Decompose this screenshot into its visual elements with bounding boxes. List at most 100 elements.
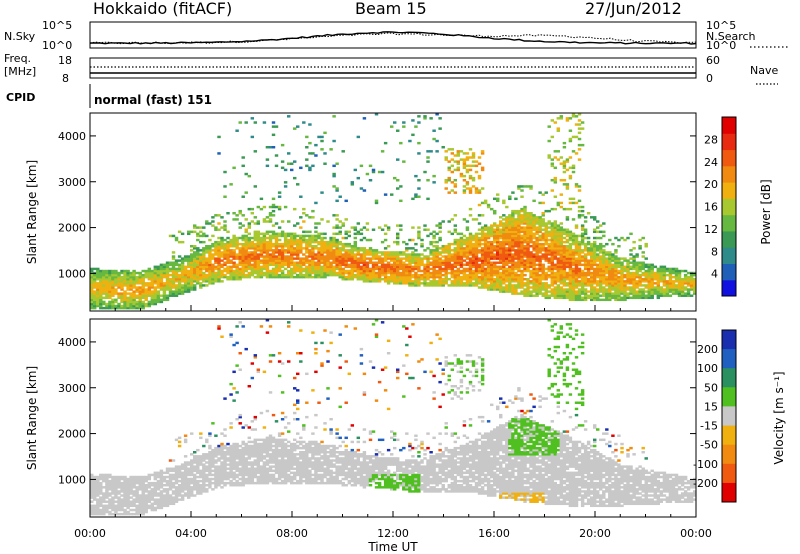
power-cell [544, 288, 548, 291]
power-cell [244, 265, 248, 269]
power-cell [205, 273, 209, 277]
power-cell [686, 290, 691, 293]
power-cell [262, 240, 267, 244]
power-cell [523, 294, 527, 297]
power-cell [244, 257, 248, 260]
power-cell [180, 240, 185, 244]
power-cell [214, 253, 218, 256]
power-cell [344, 242, 348, 246]
power-cell [456, 253, 461, 256]
power-cell [517, 238, 521, 242]
power-cell [571, 294, 576, 297]
power-cell [229, 245, 233, 248]
power-cell [632, 267, 636, 271]
power-cell [332, 257, 336, 260]
power-cell [480, 247, 485, 250]
power-colorbar-swatch [722, 165, 736, 183]
power-cell [553, 230, 558, 234]
power-cell [217, 280, 221, 283]
power-cell [496, 238, 500, 242]
power-cell [214, 265, 218, 269]
power-cell [662, 280, 667, 283]
power-cell [529, 245, 533, 248]
power-cell [471, 261, 476, 264]
power-cell [187, 261, 191, 264]
power-cell [526, 238, 530, 242]
power-cell [693, 290, 697, 293]
power-cell [235, 236, 239, 240]
power-cell [574, 135, 579, 139]
power-cell [141, 302, 145, 306]
power-cell [538, 251, 542, 254]
power-cell [344, 275, 348, 279]
power-cell [559, 275, 564, 279]
power-cell [580, 257, 585, 260]
power-cell [353, 263, 358, 267]
power-cell [250, 271, 255, 275]
power-cell [599, 230, 603, 234]
power-cell [205, 284, 209, 287]
power-cell [323, 263, 327, 267]
power-cell [150, 294, 155, 297]
power-cell [287, 220, 291, 223]
power-cell [565, 271, 570, 275]
power-cell [611, 278, 615, 281]
power-cell [480, 228, 485, 231]
power-cell [365, 273, 370, 277]
power-cell [571, 135, 576, 139]
power-cell [635, 294, 639, 297]
power-cell [190, 261, 194, 264]
power-cell [214, 259, 218, 262]
power-cell [335, 240, 339, 244]
power-cell [159, 288, 164, 291]
power-cell [135, 280, 139, 283]
power-cell [290, 168, 294, 172]
power-cell [359, 265, 364, 269]
power-cell [520, 249, 524, 252]
power-cell [317, 253, 321, 256]
velocity-cell [96, 504, 100, 508]
power-cell [332, 240, 336, 244]
power-cell [447, 245, 451, 248]
power-cell [220, 240, 224, 244]
power-cell [438, 284, 442, 287]
velocity-cell [102, 500, 106, 503]
power-cell [232, 236, 236, 240]
power-cell [496, 253, 500, 256]
power-cell [165, 288, 170, 291]
power-cell [277, 226, 282, 229]
power-cell [238, 257, 242, 260]
power-cell [562, 275, 567, 279]
power-cell [141, 294, 145, 297]
power-cell [208, 278, 212, 281]
power-cell [132, 306, 136, 310]
power-cell [444, 261, 448, 264]
power-cell [217, 275, 221, 279]
power-cell [471, 278, 476, 281]
velocity-cell [114, 512, 118, 516]
power-cell [505, 240, 509, 244]
power-cell [571, 280, 576, 283]
power-cell [368, 273, 373, 277]
power-cell [514, 275, 518, 279]
power-cell [362, 249, 367, 252]
power-cell [141, 290, 145, 293]
power-cell [174, 280, 179, 283]
power-cell [368, 271, 373, 275]
power-cell [177, 286, 182, 289]
velocity-cell [126, 492, 130, 495]
velocity-cell [114, 486, 118, 489]
power-cell [653, 286, 658, 289]
power-cell [662, 267, 667, 271]
power-cell [508, 280, 512, 283]
power-cell [553, 263, 558, 267]
power-cell [462, 189, 467, 192]
power-cell [399, 253, 403, 256]
power-cell [429, 275, 433, 279]
power-cell [477, 275, 482, 279]
power-cell [256, 242, 261, 246]
velocity-cell [132, 481, 136, 485]
power-cell [468, 251, 473, 254]
power-cell [211, 255, 215, 258]
power-cell [441, 146, 445, 149]
